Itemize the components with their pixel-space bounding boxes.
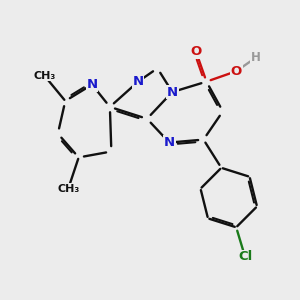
Text: CH₃: CH₃ bbox=[57, 184, 80, 194]
Text: O: O bbox=[231, 65, 242, 78]
Text: CH₃: CH₃ bbox=[33, 71, 56, 81]
Text: Cl: Cl bbox=[238, 250, 252, 263]
Text: O: O bbox=[190, 45, 202, 58]
Text: N: N bbox=[133, 75, 144, 88]
Text: H: H bbox=[250, 51, 260, 64]
Text: N: N bbox=[86, 78, 98, 91]
Text: N: N bbox=[164, 136, 175, 149]
Text: N: N bbox=[167, 85, 178, 98]
